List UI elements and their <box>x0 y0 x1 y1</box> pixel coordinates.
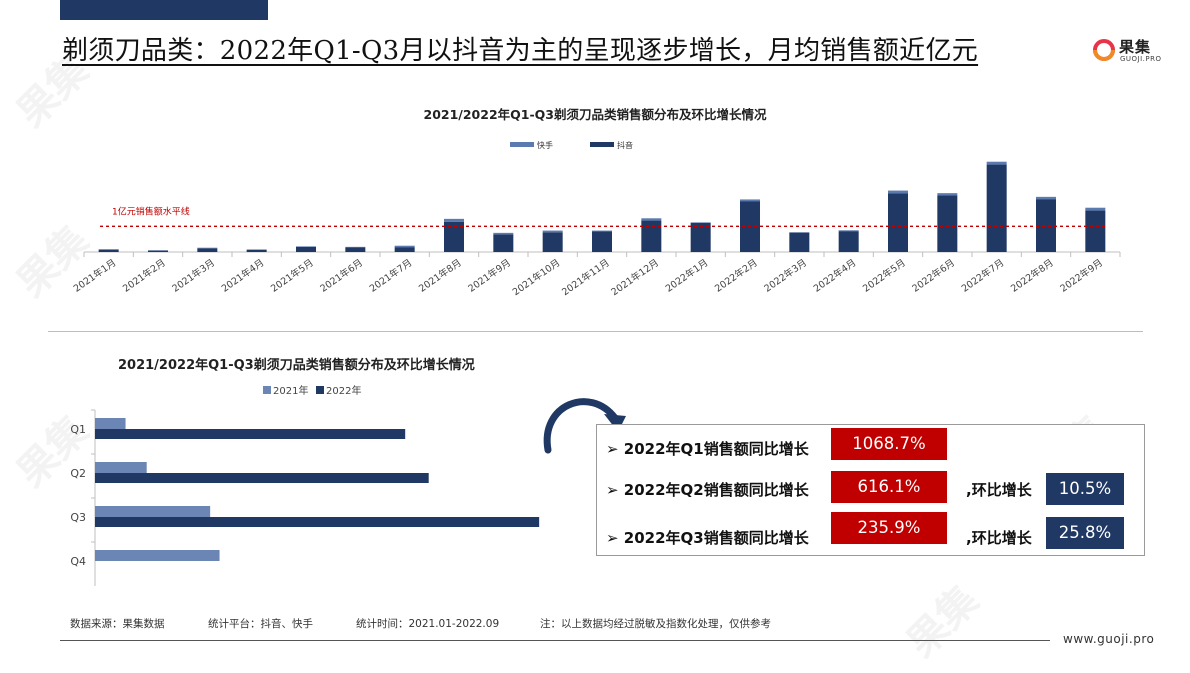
bar-kuaishou <box>1036 196 1056 200</box>
legend-label: 快手 <box>537 140 553 150</box>
bar-2022 <box>95 517 540 527</box>
bar-2022 <box>95 429 406 439</box>
header-accent-bar <box>60 0 268 20</box>
top-chart-title: 2021/2022年Q1-Q3剃须刀品类销售额分布及环比增长情况 <box>423 107 767 122</box>
bar-douyin <box>986 164 1007 252</box>
bar-kuaishou <box>740 199 760 202</box>
footer-website: www.guoji.pro <box>1063 632 1155 646</box>
bar-kuaishou <box>197 247 218 249</box>
footer-platform: 统计平台：抖音、快手 <box>208 618 313 630</box>
bar-2022 <box>95 473 429 483</box>
bar-kuaishou <box>937 193 958 196</box>
bar-2021 <box>95 462 147 473</box>
bar-douyin <box>838 231 859 252</box>
bar-kuaishou <box>444 218 464 222</box>
q2-yoy-value: 616.1% <box>831 471 947 503</box>
bar-kuaishou <box>246 249 267 250</box>
bar-2021 <box>95 550 220 561</box>
bar-douyin <box>493 234 514 252</box>
legend-swatch <box>510 142 534 147</box>
bar-douyin <box>888 193 908 252</box>
bar-douyin <box>98 249 119 252</box>
bar-kuaishou <box>542 230 563 233</box>
bar-douyin <box>444 221 464 252</box>
legend-label: 2022年 <box>326 384 361 397</box>
legend-swatch <box>316 386 324 394</box>
bar-douyin <box>937 195 958 252</box>
bar-douyin <box>1036 199 1056 252</box>
bar-kuaishou <box>345 246 366 248</box>
q2-yoy-label: ➢ 2022年Q2销售额同比增长 <box>606 481 809 499</box>
q2-mom-label: ,环比增长 <box>966 481 1032 499</box>
reference-label: 1亿元销售额水平线 <box>112 205 190 217</box>
bar-douyin <box>197 248 218 252</box>
bar-douyin <box>789 232 810 252</box>
bar-douyin <box>246 250 267 252</box>
footer-note: 注：以上数据均经过脱敏及指数化处理，仅供参考 <box>540 618 771 630</box>
q3-yoy-value: 235.9% <box>831 512 947 544</box>
q1-yoy-value: 1068.7% <box>831 428 947 460</box>
bar-douyin <box>690 222 711 252</box>
footer-rule <box>60 640 1050 641</box>
bar-kuaishou <box>394 245 415 248</box>
logo-name: 果集 <box>1119 38 1152 56</box>
bottom-chart-title: 2021/2022年Q1-Q3剃须刀品类销售额分布及环比增长情况 <box>118 358 475 373</box>
y-tick-label: Q1 <box>70 423 86 436</box>
bar-douyin <box>641 220 662 252</box>
y-tick-label: Q4 <box>70 555 86 568</box>
bar-douyin <box>296 246 316 252</box>
bar-kuaishou <box>641 218 662 221</box>
y-tick-label: Q3 <box>70 511 86 524</box>
bar-2021 <box>95 506 211 517</box>
footer-source: 数据来源：果集数据 <box>70 618 165 630</box>
legend-label: 抖音 <box>617 140 633 150</box>
footer-period: 统计时间：2021.01-2022.09 <box>356 618 500 630</box>
bar-kuaishou <box>888 190 908 194</box>
legend-swatch <box>263 386 271 394</box>
q1-yoy-label: ➢ 2022年Q1销售额同比增长 <box>606 440 809 458</box>
y-tick-label: Q2 <box>70 467 86 480</box>
section-divider <box>48 331 1143 332</box>
bar-douyin <box>345 247 366 252</box>
bar-douyin <box>592 231 612 252</box>
bar-kuaishou <box>838 230 859 232</box>
logo-subtitle: GUOJI.PRO <box>1120 55 1162 63</box>
bar-douyin <box>394 247 415 252</box>
bar-kuaishou <box>296 246 316 247</box>
q3-mom-label: ,环比增长 <box>966 529 1032 547</box>
bar-2021 <box>95 418 126 429</box>
bar-kuaishou <box>1085 207 1106 211</box>
logo-icon <box>1093 39 1115 61</box>
brand-logo: 果集 GUOJI.PRO <box>1092 36 1164 68</box>
legend-label: 2021年 <box>273 384 308 397</box>
bar-kuaishou <box>98 249 119 250</box>
bar-kuaishou <box>493 232 514 235</box>
page-title: 剃须刀品类：2022年Q1-Q3月以抖音为主的呈现逐步增长，月均销售额近亿元 <box>62 36 979 66</box>
bar-kuaishou <box>690 222 711 223</box>
q3-mom-value: 25.8% <box>1046 517 1124 549</box>
q2-mom-value: 10.5% <box>1046 473 1124 505</box>
legend-swatch <box>590 142 614 147</box>
q3-yoy-label: ➢ 2022年Q3销售额同比增长 <box>606 529 809 547</box>
bar-douyin <box>148 250 168 252</box>
bar-kuaishou <box>592 230 612 232</box>
bar-douyin <box>542 232 563 252</box>
bar-douyin <box>1085 210 1106 252</box>
bar-kuaishou <box>986 161 1007 165</box>
